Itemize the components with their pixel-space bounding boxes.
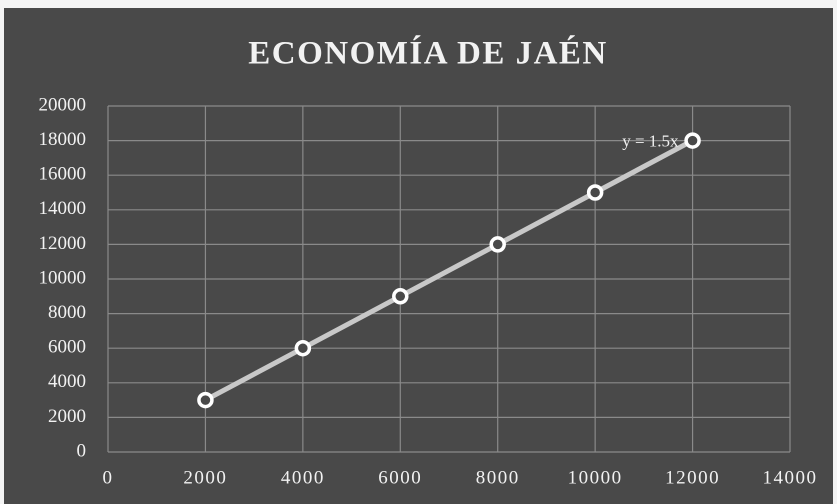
y-tick-label: 6000 [48,337,86,358]
data-point [586,184,604,201]
data-point [392,288,409,305]
y-tick-label: 4000 [48,371,86,392]
x-tick-label: 14000 [763,467,818,488]
x-tick-label: 0 [103,467,114,488]
data-point [489,236,506,253]
y-tick-label: 2000 [48,406,86,427]
x-tick-label: 2000 [183,467,227,488]
chart-background [4,8,833,504]
y-tick-label: 0 [77,440,87,461]
y-tick-label: 12000 [39,233,87,254]
y-tick-label: 14000 [39,198,87,219]
y-tick-label: 10000 [39,267,87,288]
y-tick-label: 20000 [39,94,87,115]
x-tick-label: 10000 [568,467,623,488]
data-line [204,138,694,403]
x-tick-label: 6000 [378,467,422,488]
y-tick-label: 16000 [39,164,87,185]
data-point [294,339,312,357]
x-tick-label: 4000 [281,467,325,488]
x-tick-label: 8000 [476,467,520,488]
x-tick-label: 12000 [665,467,720,488]
data-point [197,391,214,409]
chart-title: ECONOMÍA DE JAÉN [248,35,608,72]
y-tick-label: 18000 [39,129,87,150]
y-tick-label: 8000 [48,302,86,323]
data-point [684,132,701,149]
annotation: y = 1.5x [622,132,679,151]
